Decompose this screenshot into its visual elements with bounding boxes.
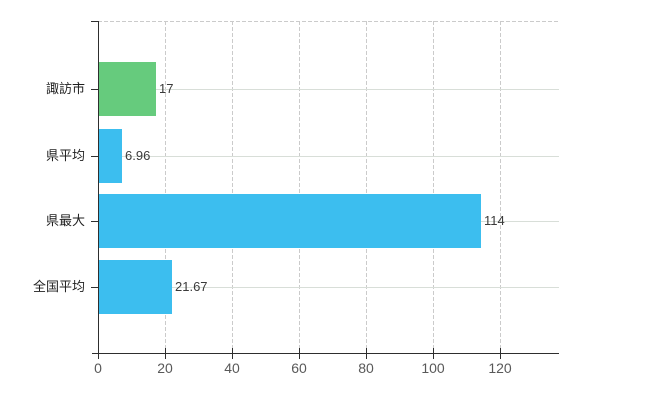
- bar-value-label-suwa-city: 17: [159, 81, 174, 96]
- x-tick-label: 120: [488, 360, 512, 376]
- gridline-horizontal-top: [98, 21, 559, 22]
- bar-suwa-city: [99, 62, 156, 116]
- x-axis-tick: [232, 348, 233, 359]
- gridline-vertical: [299, 21, 300, 353]
- y-axis-tick: [91, 287, 98, 288]
- bar-value-label-national-average: 21.67: [175, 279, 208, 294]
- gridline-horizontal-category: [98, 287, 559, 288]
- y-axis-tick: [91, 21, 98, 22]
- x-tick-label: 0: [94, 360, 102, 376]
- x-axis-tick: [500, 348, 501, 359]
- bar-prefecture-max: [99, 194, 481, 248]
- y-axis-tick: [91, 221, 98, 222]
- bar-national-average: [99, 260, 172, 314]
- category-label-suwa-city: 諏訪市: [45, 81, 85, 96]
- y-axis-line: [98, 21, 99, 353]
- category-label-prefecture-average: 県平均: [45, 148, 85, 163]
- x-tick-label: 100: [421, 360, 445, 376]
- bar-value-label-prefecture-average: 6.96: [125, 148, 151, 163]
- gridline-vertical: [232, 21, 233, 353]
- x-axis-line: [92, 353, 559, 354]
- y-axis-tick: [91, 156, 98, 157]
- x-tick-label: 80: [358, 360, 374, 376]
- bar-prefecture-average: [99, 129, 122, 183]
- x-axis-tick: [299, 348, 300, 359]
- category-label-prefecture-max: 県最大: [45, 213, 85, 228]
- x-axis-tick: [98, 348, 99, 359]
- x-tick-label: 60: [291, 360, 307, 376]
- category-label-national-average: 全国平均: [32, 279, 85, 294]
- x-tick-label: 20: [157, 360, 173, 376]
- y-axis-tick: [91, 89, 98, 90]
- bar-value-label-prefecture-max: 114: [484, 213, 505, 228]
- gridline-vertical: [433, 21, 434, 353]
- gridline-horizontal-category: [98, 89, 559, 90]
- gridline-horizontal-category: [98, 156, 559, 157]
- x-axis-tick: [433, 348, 434, 359]
- x-axis-tick: [165, 348, 166, 359]
- gridline-vertical: [366, 21, 367, 353]
- x-tick-label: 40: [224, 360, 240, 376]
- gridline-vertical: [165, 21, 166, 353]
- x-axis-tick: [366, 348, 367, 359]
- gridline-vertical: [500, 21, 501, 353]
